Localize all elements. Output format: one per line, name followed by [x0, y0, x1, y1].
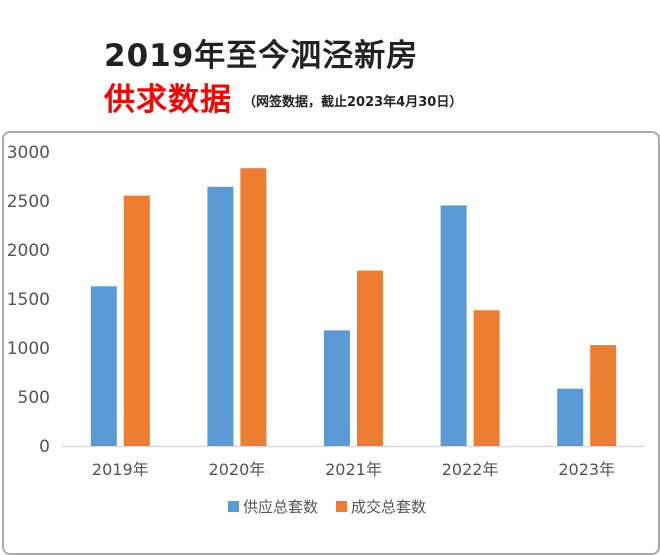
x-tick-label: 2020年 — [209, 460, 266, 479]
bar-2022年-供应总套数 — [440, 205, 467, 446]
legend-swatch — [228, 501, 239, 512]
bar-2020年-供应总套数 — [207, 186, 234, 447]
legend-label: 供应总套数 — [243, 498, 318, 516]
y-tick-label: 1500 — [7, 290, 50, 310]
x-tick-label: 2019年 — [92, 460, 149, 479]
bar-2019年-供应总套数 — [90, 286, 117, 446]
y-tick-label: 2000 — [7, 241, 50, 261]
bar-2021年-供应总套数 — [324, 330, 350, 446]
bar-2022年-成交总套数 — [473, 310, 500, 446]
bar-2021年-成交总套数 — [357, 270, 383, 446]
chart-title: 2019年至今泗泾新房 — [104, 38, 419, 74]
x-tick-label: 2023年 — [558, 460, 615, 479]
y-tick-label: 1000 — [7, 339, 50, 359]
chart-subtitle: 供求数据 — [104, 82, 232, 118]
legend-swatch — [336, 501, 347, 512]
y-tick-label: 2500 — [7, 192, 50, 212]
chart-note: （网签数据，截止2023年4月30日） — [243, 95, 463, 110]
bar-2023年-供应总套数 — [557, 388, 584, 446]
y-tick-label: 0 — [39, 437, 50, 457]
y-tick-label: 3000 — [7, 143, 50, 163]
legend-label: 成交总套数 — [351, 498, 426, 516]
x-tick-label: 2021年 — [325, 460, 382, 479]
bar-2023年-成交总套数 — [590, 345, 617, 446]
y-tick-label: 500 — [18, 388, 50, 408]
bar-2020年-成交总套数 — [240, 168, 267, 447]
x-tick-label: 2022年 — [442, 460, 499, 479]
bar-2019年-成交总套数 — [123, 195, 150, 446]
bar-chart: 0 500 1000 1500 2000 2500 3000 2019年 2020年 2021年 2… — [7, 143, 645, 516]
